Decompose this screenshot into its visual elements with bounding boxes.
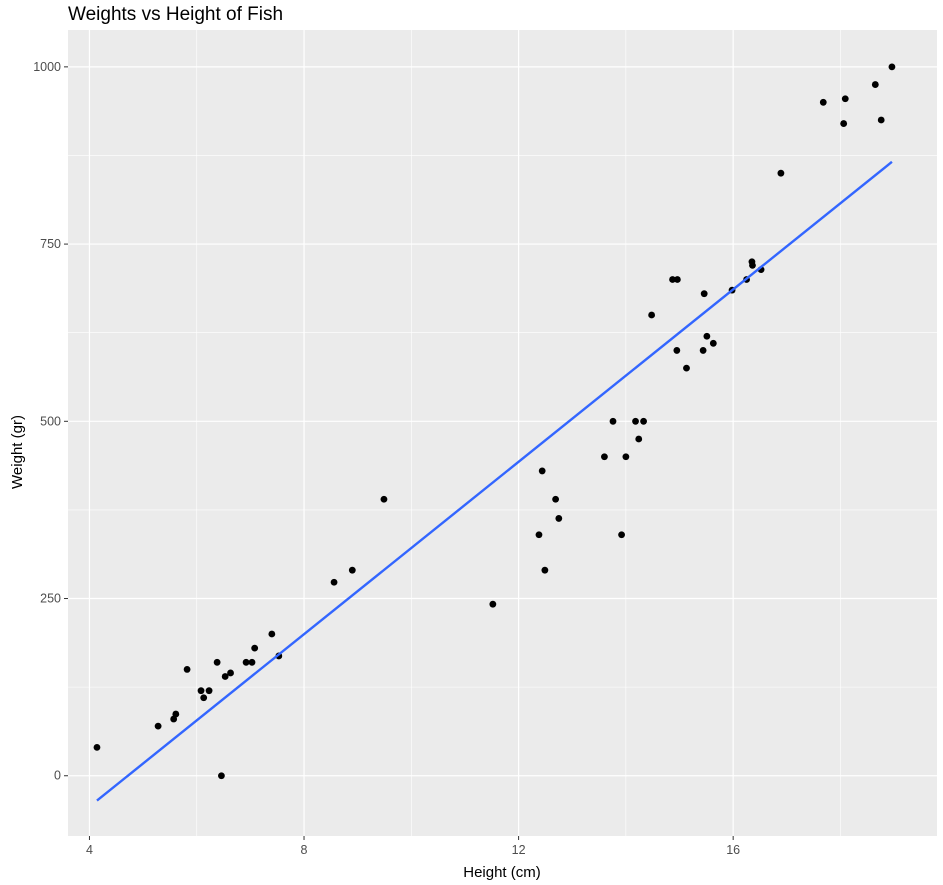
x-tick-label: 8 bbox=[301, 843, 308, 857]
data-point bbox=[648, 311, 656, 319]
data-point bbox=[709, 339, 717, 347]
data-point bbox=[205, 687, 213, 695]
x-tick-label: 12 bbox=[512, 843, 526, 857]
data-point bbox=[777, 169, 785, 177]
data-point bbox=[749, 261, 756, 269]
minor-gridlines bbox=[68, 30, 937, 836]
data-point bbox=[200, 694, 208, 702]
data-point bbox=[555, 515, 563, 522]
x-axis-title: Height (cm) bbox=[463, 864, 541, 881]
data-point bbox=[213, 658, 221, 666]
data-point bbox=[669, 276, 676, 283]
data-point bbox=[183, 666, 191, 673]
y-axis: 0 250 500 750 1000 bbox=[33, 60, 68, 783]
data-point bbox=[699, 347, 707, 354]
data-point bbox=[348, 566, 356, 574]
data-point bbox=[248, 658, 256, 666]
y-tick-label: 0 bbox=[54, 769, 61, 783]
regression-line bbox=[96, 160, 893, 802]
data-point bbox=[489, 600, 497, 608]
y-axis-title: Weight (gr) bbox=[9, 415, 26, 489]
data-point bbox=[227, 669, 234, 677]
plot-panel bbox=[68, 30, 937, 836]
y-tick-label: 500 bbox=[40, 414, 61, 428]
data-point bbox=[683, 364, 690, 372]
data-point bbox=[172, 710, 180, 718]
x-tick-label: 16 bbox=[726, 843, 740, 857]
data-point bbox=[538, 467, 546, 475]
data-point bbox=[703, 332, 711, 340]
chart-title: Weights vs Height of Fish bbox=[68, 4, 283, 25]
data-point bbox=[251, 644, 259, 652]
data-point bbox=[609, 417, 617, 425]
data-point bbox=[632, 417, 639, 425]
data-point bbox=[380, 495, 388, 503]
data-point bbox=[601, 453, 608, 461]
data-point bbox=[330, 578, 338, 586]
data-point bbox=[221, 673, 229, 680]
x-tick-label: 4 bbox=[86, 843, 93, 857]
y-tick-label: 250 bbox=[40, 592, 61, 606]
data-point bbox=[673, 276, 681, 283]
data-point bbox=[841, 95, 849, 103]
y-tick-label: 1000 bbox=[33, 60, 61, 74]
regression-line-group bbox=[96, 160, 893, 802]
data-point bbox=[535, 531, 543, 539]
data-point bbox=[877, 116, 885, 124]
data-point bbox=[622, 453, 630, 461]
data-point bbox=[242, 658, 250, 666]
data-point bbox=[635, 435, 643, 443]
y-tick-label: 750 bbox=[40, 237, 61, 251]
data-point bbox=[640, 417, 647, 425]
data-point bbox=[871, 81, 879, 88]
data-point bbox=[819, 98, 827, 106]
data-point bbox=[888, 63, 896, 71]
data-point bbox=[552, 495, 560, 503]
scatter-points bbox=[93, 63, 896, 780]
x-axis: 4 8 12 16 bbox=[86, 836, 740, 857]
data-point bbox=[618, 531, 625, 539]
major-gridlines bbox=[68, 30, 937, 836]
data-point bbox=[541, 566, 549, 574]
data-point bbox=[840, 120, 848, 127]
data-point bbox=[673, 347, 681, 354]
data-point bbox=[268, 630, 276, 638]
data-point bbox=[197, 687, 205, 695]
data-point bbox=[93, 743, 101, 751]
data-point bbox=[700, 290, 708, 298]
data-point bbox=[218, 772, 225, 780]
data-point bbox=[154, 722, 162, 730]
